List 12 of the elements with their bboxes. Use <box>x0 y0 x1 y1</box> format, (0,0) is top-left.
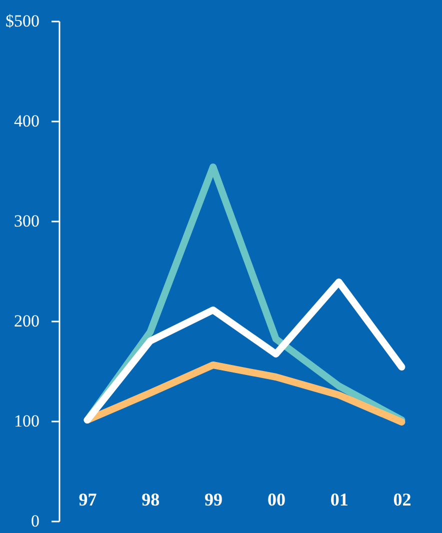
x-tick-label: 00 <box>267 490 286 510</box>
y-tick-label: 200 <box>14 312 40 330</box>
x-tick-label: 01 <box>330 490 348 510</box>
y-tick-label: 300 <box>14 212 40 230</box>
x-tick-label: 99 <box>204 490 223 510</box>
y-tick-label: 100 <box>14 412 40 430</box>
y-tick-label: 0 <box>31 512 40 530</box>
x-tick-label: 97 <box>78 490 97 510</box>
y-tick-label: $500 <box>6 12 40 30</box>
y-tick-label: 400 <box>14 112 40 130</box>
x-tick-label: 98 <box>142 490 160 510</box>
x-tick-label: 02 <box>393 490 412 510</box>
